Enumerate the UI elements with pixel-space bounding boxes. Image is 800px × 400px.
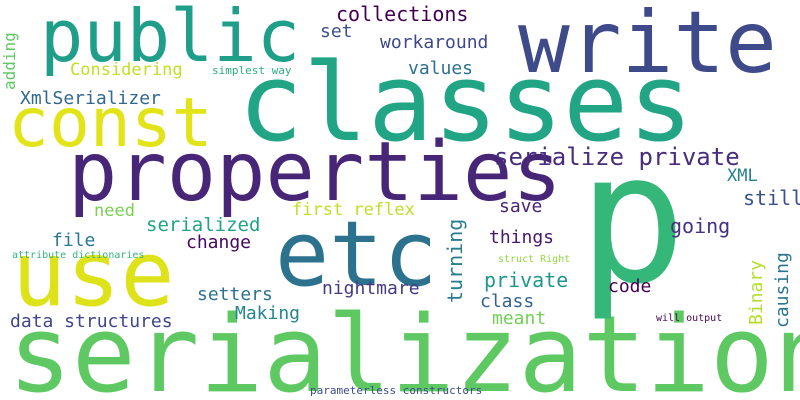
word-public: public	[40, 0, 301, 78]
word-properties: properties	[68, 125, 562, 220]
word-struct-right: struct Right	[498, 254, 571, 265]
word-collections: collections	[336, 2, 469, 26]
word-setters: setters	[197, 284, 273, 305]
word-etc: etc	[275, 202, 438, 307]
word-attribute-dictionaries: attribute dictionaries	[12, 250, 145, 261]
word-considering: Considering	[70, 60, 183, 80]
word-data-structures: data structures	[10, 311, 173, 332]
word-class: class	[480, 291, 535, 312]
word-simplest-way: simplest way	[212, 64, 292, 77]
word-things: things	[489, 227, 555, 248]
word-causing: causing	[772, 252, 793, 328]
word-need: need	[94, 201, 135, 221]
word-going: going	[670, 214, 731, 238]
word-code: code	[608, 276, 652, 297]
word-adding: adding	[0, 32, 19, 90]
word-values: values	[408, 58, 474, 79]
word-change: change	[186, 232, 252, 253]
word-parameterless-constructors: parameterless constructors	[310, 384, 483, 397]
word-will-output: will output	[656, 313, 723, 324]
word-serialized: serialized	[146, 214, 261, 236]
word-binary: Binary	[746, 259, 767, 325]
word-xmlserializer: XmlSerializer	[20, 88, 161, 109]
word-still: still	[743, 186, 800, 210]
word-nightmare: nightmare	[322, 278, 420, 299]
word-private: private	[484, 268, 569, 292]
word-write: write	[518, 0, 777, 93]
word-classes: classes	[238, 41, 694, 166]
word-const: const	[8, 84, 213, 163]
word-serialization: serialization	[8, 293, 800, 400]
word-p: p	[578, 115, 687, 324]
word-serialize-private: serialize private	[494, 143, 740, 171]
word-meant: meant	[492, 308, 547, 329]
word-xml: XML	[727, 166, 758, 186]
word-first-reflex: first reflex	[292, 200, 415, 220]
word-set: set	[320, 21, 353, 42]
word-turning: turning	[443, 218, 467, 303]
word-making: Making	[235, 303, 301, 324]
word-workaround: workaround	[380, 32, 489, 53]
word-file: file	[52, 230, 96, 251]
word-save: save	[499, 196, 543, 217]
word-use: use	[12, 222, 175, 327]
